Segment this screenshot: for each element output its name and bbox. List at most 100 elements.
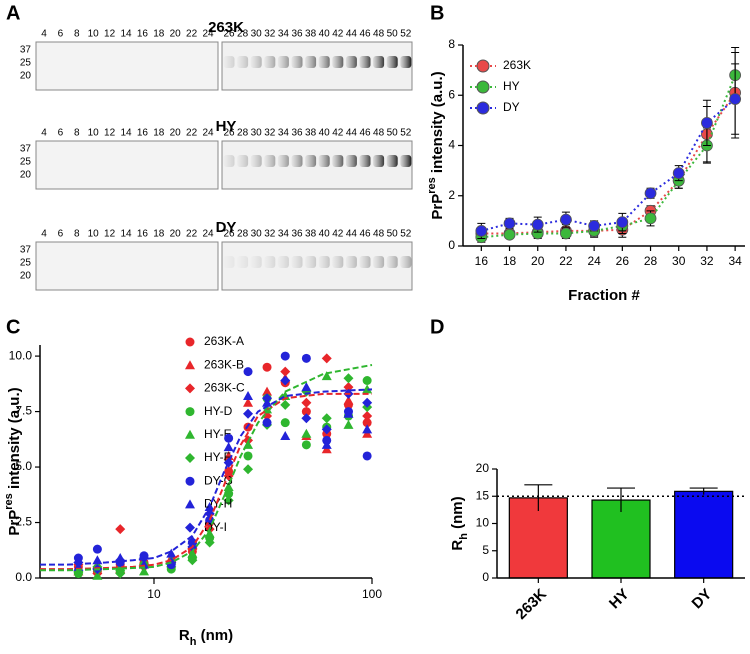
point	[362, 384, 373, 394]
y-tick-label: 5	[482, 543, 489, 557]
x-tick-label: DY	[689, 586, 716, 613]
x-tick-label: 32	[700, 254, 714, 268]
lane-label: 16	[137, 229, 149, 240]
panel-label: A	[6, 2, 20, 24]
panel-label: C	[6, 316, 20, 338]
lane-label: 50	[387, 229, 399, 240]
mw-label: 37	[20, 245, 32, 256]
y-axis-label: PrPres intensity (a.u.)	[426, 71, 446, 219]
legend-label: DY	[503, 100, 520, 114]
point	[185, 429, 195, 439]
lane-label: 40	[319, 128, 331, 139]
point	[475, 225, 488, 237]
fit-line	[481, 74, 737, 239]
lane-label: 18	[153, 229, 165, 240]
band	[277, 155, 289, 167]
lane-label: 6	[58, 229, 64, 240]
point	[243, 367, 253, 377]
y-tick-label: 8	[448, 37, 455, 51]
lane-label: 34	[278, 29, 290, 40]
band	[223, 256, 235, 268]
point	[187, 555, 198, 566]
y-tick-label: 2.5	[15, 515, 32, 529]
lane-label: 14	[120, 229, 132, 240]
x-tick-label: 28	[644, 254, 658, 268]
lane-label: 30	[251, 29, 263, 40]
label-part: res	[3, 493, 15, 510]
y-tick-label: 10	[476, 516, 490, 530]
label-part: res	[426, 177, 438, 194]
point	[280, 399, 291, 410]
point	[262, 418, 272, 428]
point	[262, 386, 273, 396]
lane-label: 28	[237, 229, 249, 240]
lane-label: 10	[88, 128, 100, 139]
band	[277, 256, 289, 268]
point	[343, 408, 354, 418]
point	[503, 228, 516, 241]
point	[185, 453, 195, 463]
y-tick-label: 0.0	[15, 570, 32, 584]
band	[305, 56, 317, 68]
point	[224, 433, 234, 443]
mw-label: 20	[20, 271, 32, 282]
lane-label: 36	[291, 229, 303, 240]
point	[139, 566, 150, 576]
blot-title: HY	[216, 118, 237, 135]
point	[343, 419, 354, 429]
label-part: R	[179, 627, 190, 644]
point	[243, 451, 253, 461]
point	[701, 116, 713, 129]
label-part: (nm)	[196, 627, 233, 644]
band	[305, 256, 317, 268]
band	[305, 155, 317, 167]
lane-label: 8	[74, 229, 80, 240]
band	[318, 56, 330, 68]
lane-label: 30	[251, 229, 263, 240]
band	[386, 256, 398, 268]
lane-label: 48	[373, 229, 385, 240]
point	[560, 213, 572, 226]
mw-label: 25	[20, 58, 32, 69]
point	[185, 407, 195, 417]
fit-line	[481, 98, 736, 232]
label-part: h	[190, 636, 197, 648]
mw-label: 25	[20, 258, 32, 269]
lane-label: 30	[251, 128, 263, 139]
legend-label: 263K	[503, 58, 531, 72]
band	[291, 56, 303, 68]
lane-label: 22	[186, 128, 198, 139]
error-bar	[607, 487, 635, 513]
lane-label: 12	[104, 128, 116, 139]
band	[359, 56, 371, 68]
point	[362, 424, 373, 434]
point	[185, 337, 195, 347]
point	[115, 568, 126, 579]
x-tick-label: 30	[672, 254, 686, 268]
mw-label: 37	[20, 144, 32, 155]
label-part: PrP	[429, 194, 446, 220]
lane-label: 10	[88, 29, 100, 40]
legend-label: HY-F	[204, 450, 231, 464]
lane-label: 4	[41, 229, 47, 240]
band	[291, 256, 303, 268]
point	[243, 397, 254, 407]
point	[321, 439, 332, 449]
band	[237, 256, 249, 268]
x-tick-label: 20	[531, 254, 545, 268]
point	[729, 93, 742, 105]
point	[280, 366, 291, 377]
band	[223, 155, 235, 167]
point	[243, 464, 254, 475]
legend-marker	[476, 59, 490, 73]
point	[185, 360, 195, 370]
lane-label: 12	[104, 29, 116, 40]
bar	[508, 497, 568, 579]
band	[237, 56, 249, 68]
band	[359, 256, 371, 268]
blot-left	[35, 41, 219, 91]
point	[362, 411, 373, 422]
lane-label: 44	[346, 229, 358, 240]
band	[250, 56, 262, 68]
